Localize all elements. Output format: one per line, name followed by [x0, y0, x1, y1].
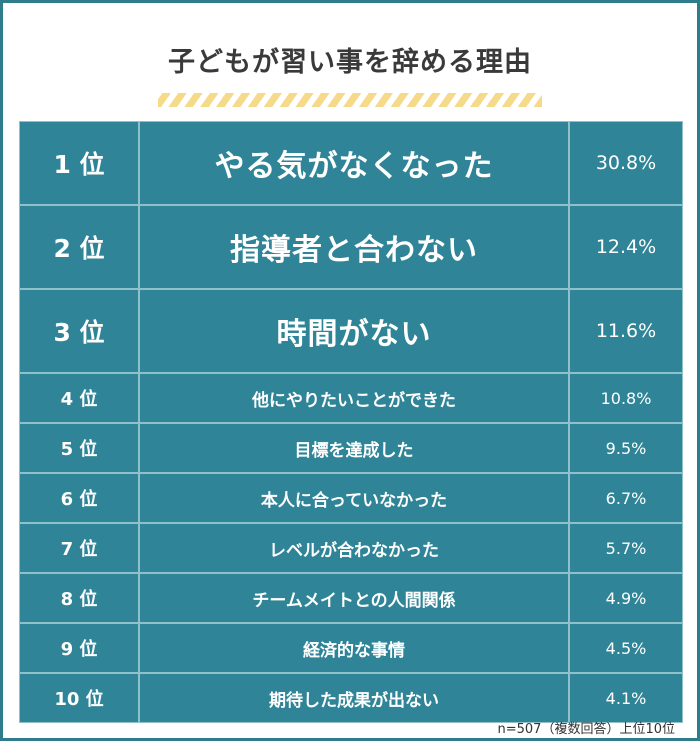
rank-cell: 6 位: [19, 473, 139, 523]
percent-cell: 12.4%: [569, 205, 683, 289]
rank-cell: 1 位: [19, 121, 139, 205]
rank-cell: 3 位: [19, 289, 139, 373]
table-row: 5 位目標を達成した 9.5%: [19, 423, 683, 473]
title-underline-stripe: [158, 93, 542, 107]
table-row: 4 位他にやりたいことができた 10.8%: [19, 373, 683, 423]
rank-cell: 2 位: [19, 205, 139, 289]
title-area: 子どもが習い事を辞める理由: [3, 45, 697, 107]
percent-cell: 4.9%: [569, 573, 683, 623]
percent-cell: 4.1%: [569, 673, 683, 723]
ranking-table: 1 位やる気がなくなった 30.8% 2 位指導者と合わない 12.4% 3 位時間がな…: [19, 121, 683, 723]
rank-cell: 9 位: [19, 623, 139, 673]
chart-title: 子どもが習い事を辞める理由: [158, 45, 542, 107]
table-row: 3 位時間がない 11.6%: [19, 289, 683, 373]
rank-cell: 7 位: [19, 523, 139, 573]
table-row: 7 位レベルが合わなかった 5.7%: [19, 523, 683, 573]
percent-cell: 5.7%: [569, 523, 683, 573]
rank-cell: 5 位: [19, 423, 139, 473]
percent-cell: 11.6%: [569, 289, 683, 373]
reason-cell: 時間がない: [139, 289, 569, 373]
rank-cell: 8 位: [19, 573, 139, 623]
reason-cell: 本人に合っていなかった: [139, 473, 569, 523]
percent-cell: 10.8%: [569, 373, 683, 423]
reason-cell: 期待した成果が出ない: [139, 673, 569, 723]
table-row: 10 位期待した成果が出ない 4.1%: [19, 673, 683, 723]
sample-note: n=507（複数回答）上位10位: [497, 722, 676, 737]
table-row: 2 位指導者と合わない 12.4%: [19, 205, 683, 289]
reason-cell: レベルが合わなかった: [139, 523, 569, 573]
table-row: 6 位本人に合っていなかった 6.7%: [19, 473, 683, 523]
table-row: 8 位チームメイトとの人間関係 4.9%: [19, 573, 683, 623]
reason-cell: 経済的な事情: [139, 623, 569, 673]
percent-cell: 9.5%: [569, 423, 683, 473]
table-row: 9 位経済的な事情 4.5%: [19, 623, 683, 673]
rank-cell: 10 位: [19, 673, 139, 723]
reason-cell: 他にやりたいことができた: [139, 373, 569, 423]
reason-cell: やる気がなくなった: [139, 121, 569, 205]
chart-title-text: 子どもが習い事を辞める理由: [168, 47, 532, 78]
reason-cell: 目標を達成した: [139, 423, 569, 473]
rank-cell: 4 位: [19, 373, 139, 423]
reason-cell: チームメイトとの人間関係: [139, 573, 569, 623]
table-row: 1 位やる気がなくなった 30.8%: [19, 121, 683, 205]
percent-cell: 4.5%: [569, 623, 683, 673]
percent-cell: 30.8%: [569, 121, 683, 205]
percent-cell: 6.7%: [569, 473, 683, 523]
reason-cell: 指導者と合わない: [139, 205, 569, 289]
